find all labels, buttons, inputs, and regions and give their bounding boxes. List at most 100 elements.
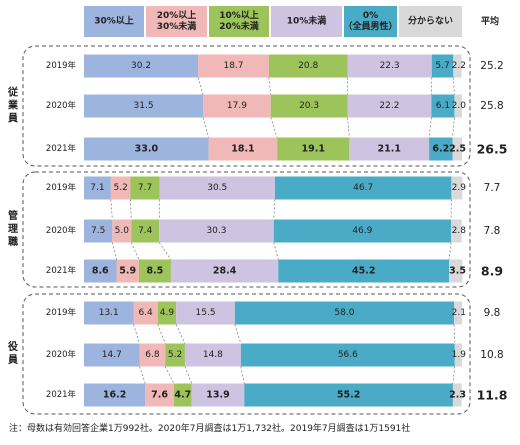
data-label: 22.3 — [380, 61, 400, 71]
data-label: 18.7 — [223, 61, 243, 71]
group-label: 理 — [8, 223, 18, 235]
data-label: 22.2 — [379, 101, 399, 111]
average-value: 10.8 — [480, 349, 503, 361]
connector-line — [235, 325, 241, 344]
data-label: 16.2 — [103, 390, 126, 401]
connector-line — [111, 200, 113, 220]
data-label: 2.1 — [452, 308, 466, 318]
legend-label: 10%以上 — [219, 9, 259, 21]
data-label: 7.4 — [138, 226, 153, 236]
legend-label: 20%未満 — [219, 20, 259, 32]
connector-line — [159, 243, 171, 260]
group-label: 員 — [7, 354, 18, 366]
data-label: 6.1 — [436, 101, 450, 111]
year-label: 2021年 — [46, 389, 77, 400]
connector-line — [165, 367, 174, 384]
data-label: 17.9 — [227, 101, 247, 111]
connector-line — [241, 367, 244, 384]
data-label: 20.8 — [298, 61, 318, 71]
data-label: 31.5 — [134, 101, 154, 111]
group-label: 職 — [8, 235, 18, 248]
average-value: 11.8 — [477, 388, 508, 403]
year-label: 2019年 — [46, 182, 77, 193]
group-label: 従 — [7, 86, 19, 99]
legend-label: 30%以上 — [94, 15, 134, 27]
data-label: 7.7 — [138, 183, 152, 193]
data-label: 2.3 — [449, 390, 466, 401]
average-value: 7.7 — [484, 182, 501, 194]
average-value: 25.8 — [480, 100, 503, 112]
connector-line — [130, 200, 131, 220]
data-label: 46.7 — [353, 183, 373, 193]
average-value: 25.2 — [480, 60, 503, 72]
connector-line — [453, 78, 454, 95]
data-label: 8.6 — [92, 266, 109, 277]
data-label: 13.9 — [206, 390, 229, 401]
connector-line — [347, 118, 349, 138]
connector-line — [429, 118, 431, 138]
average-header: 平均 — [481, 15, 499, 27]
connector-line — [134, 325, 140, 344]
group-label: 役 — [8, 340, 19, 353]
data-label: 18.1 — [231, 144, 254, 155]
data-label: 5.2 — [114, 183, 128, 193]
year-label: 2021年 — [46, 265, 77, 276]
data-label: 6.4 — [138, 308, 153, 318]
connector-line — [449, 243, 451, 260]
average-value: 8.9 — [481, 264, 503, 279]
data-label: 20.3 — [299, 101, 319, 111]
average-value: 26.5 — [477, 142, 508, 157]
data-label: 46.9 — [352, 226, 372, 236]
connector-line — [176, 325, 185, 344]
data-label: 33.0 — [135, 144, 159, 155]
data-label: 3.5 — [449, 266, 466, 277]
data-label: 2.5 — [449, 144, 466, 155]
group-label: 員 — [7, 113, 18, 125]
data-label: 30.5 — [207, 183, 227, 193]
group-label: 業 — [7, 99, 19, 112]
year-label: 2019年 — [46, 60, 77, 71]
data-label: 30.2 — [131, 61, 151, 71]
average-value: 7.8 — [484, 225, 501, 237]
data-label: 5.9 — [119, 266, 136, 277]
connector-line — [131, 243, 139, 260]
connector-line — [203, 118, 209, 138]
connector-line — [453, 367, 455, 384]
data-label: 7.5 — [91, 226, 105, 236]
connector-line — [112, 243, 116, 260]
year-label: 2020年 — [46, 349, 77, 360]
connector-line — [454, 325, 455, 344]
connector-line — [269, 78, 271, 95]
legend-label: 分からない — [408, 15, 453, 27]
data-label: 56.6 — [338, 350, 358, 360]
data-label: 8.5 — [146, 266, 163, 277]
data-label: 14.7 — [102, 350, 122, 360]
data-label: 4.9 — [160, 308, 175, 318]
data-label: 2.0 — [452, 101, 467, 111]
connector-line — [453, 118, 455, 138]
data-label: 45.2 — [352, 266, 375, 277]
connector-line — [198, 78, 203, 95]
year-label: 2020年 — [46, 225, 77, 236]
data-label: 15.5 — [196, 308, 216, 318]
legend-label: 20%以上 — [157, 9, 197, 21]
connector-line — [274, 200, 275, 220]
data-label: 7.1 — [90, 183, 104, 193]
connector-line — [271, 118, 277, 138]
legend-label: 10%未満 — [287, 15, 327, 27]
connector-line — [185, 367, 192, 384]
data-label: 5.7 — [435, 61, 449, 71]
data-label: 6.2 — [432, 144, 449, 155]
data-label: 30.3 — [206, 226, 226, 236]
legend-label: 30%未満 — [157, 20, 197, 32]
data-label: 5.0 — [115, 226, 130, 236]
average-value: 9.8 — [484, 307, 501, 319]
connector-line — [158, 325, 166, 344]
data-label: 2.2 — [452, 61, 466, 71]
year-label: 2021年 — [46, 143, 77, 154]
year-label: 2019年 — [46, 307, 77, 318]
data-label: 2.8 — [452, 226, 467, 236]
data-label: 6.8 — [145, 350, 160, 360]
